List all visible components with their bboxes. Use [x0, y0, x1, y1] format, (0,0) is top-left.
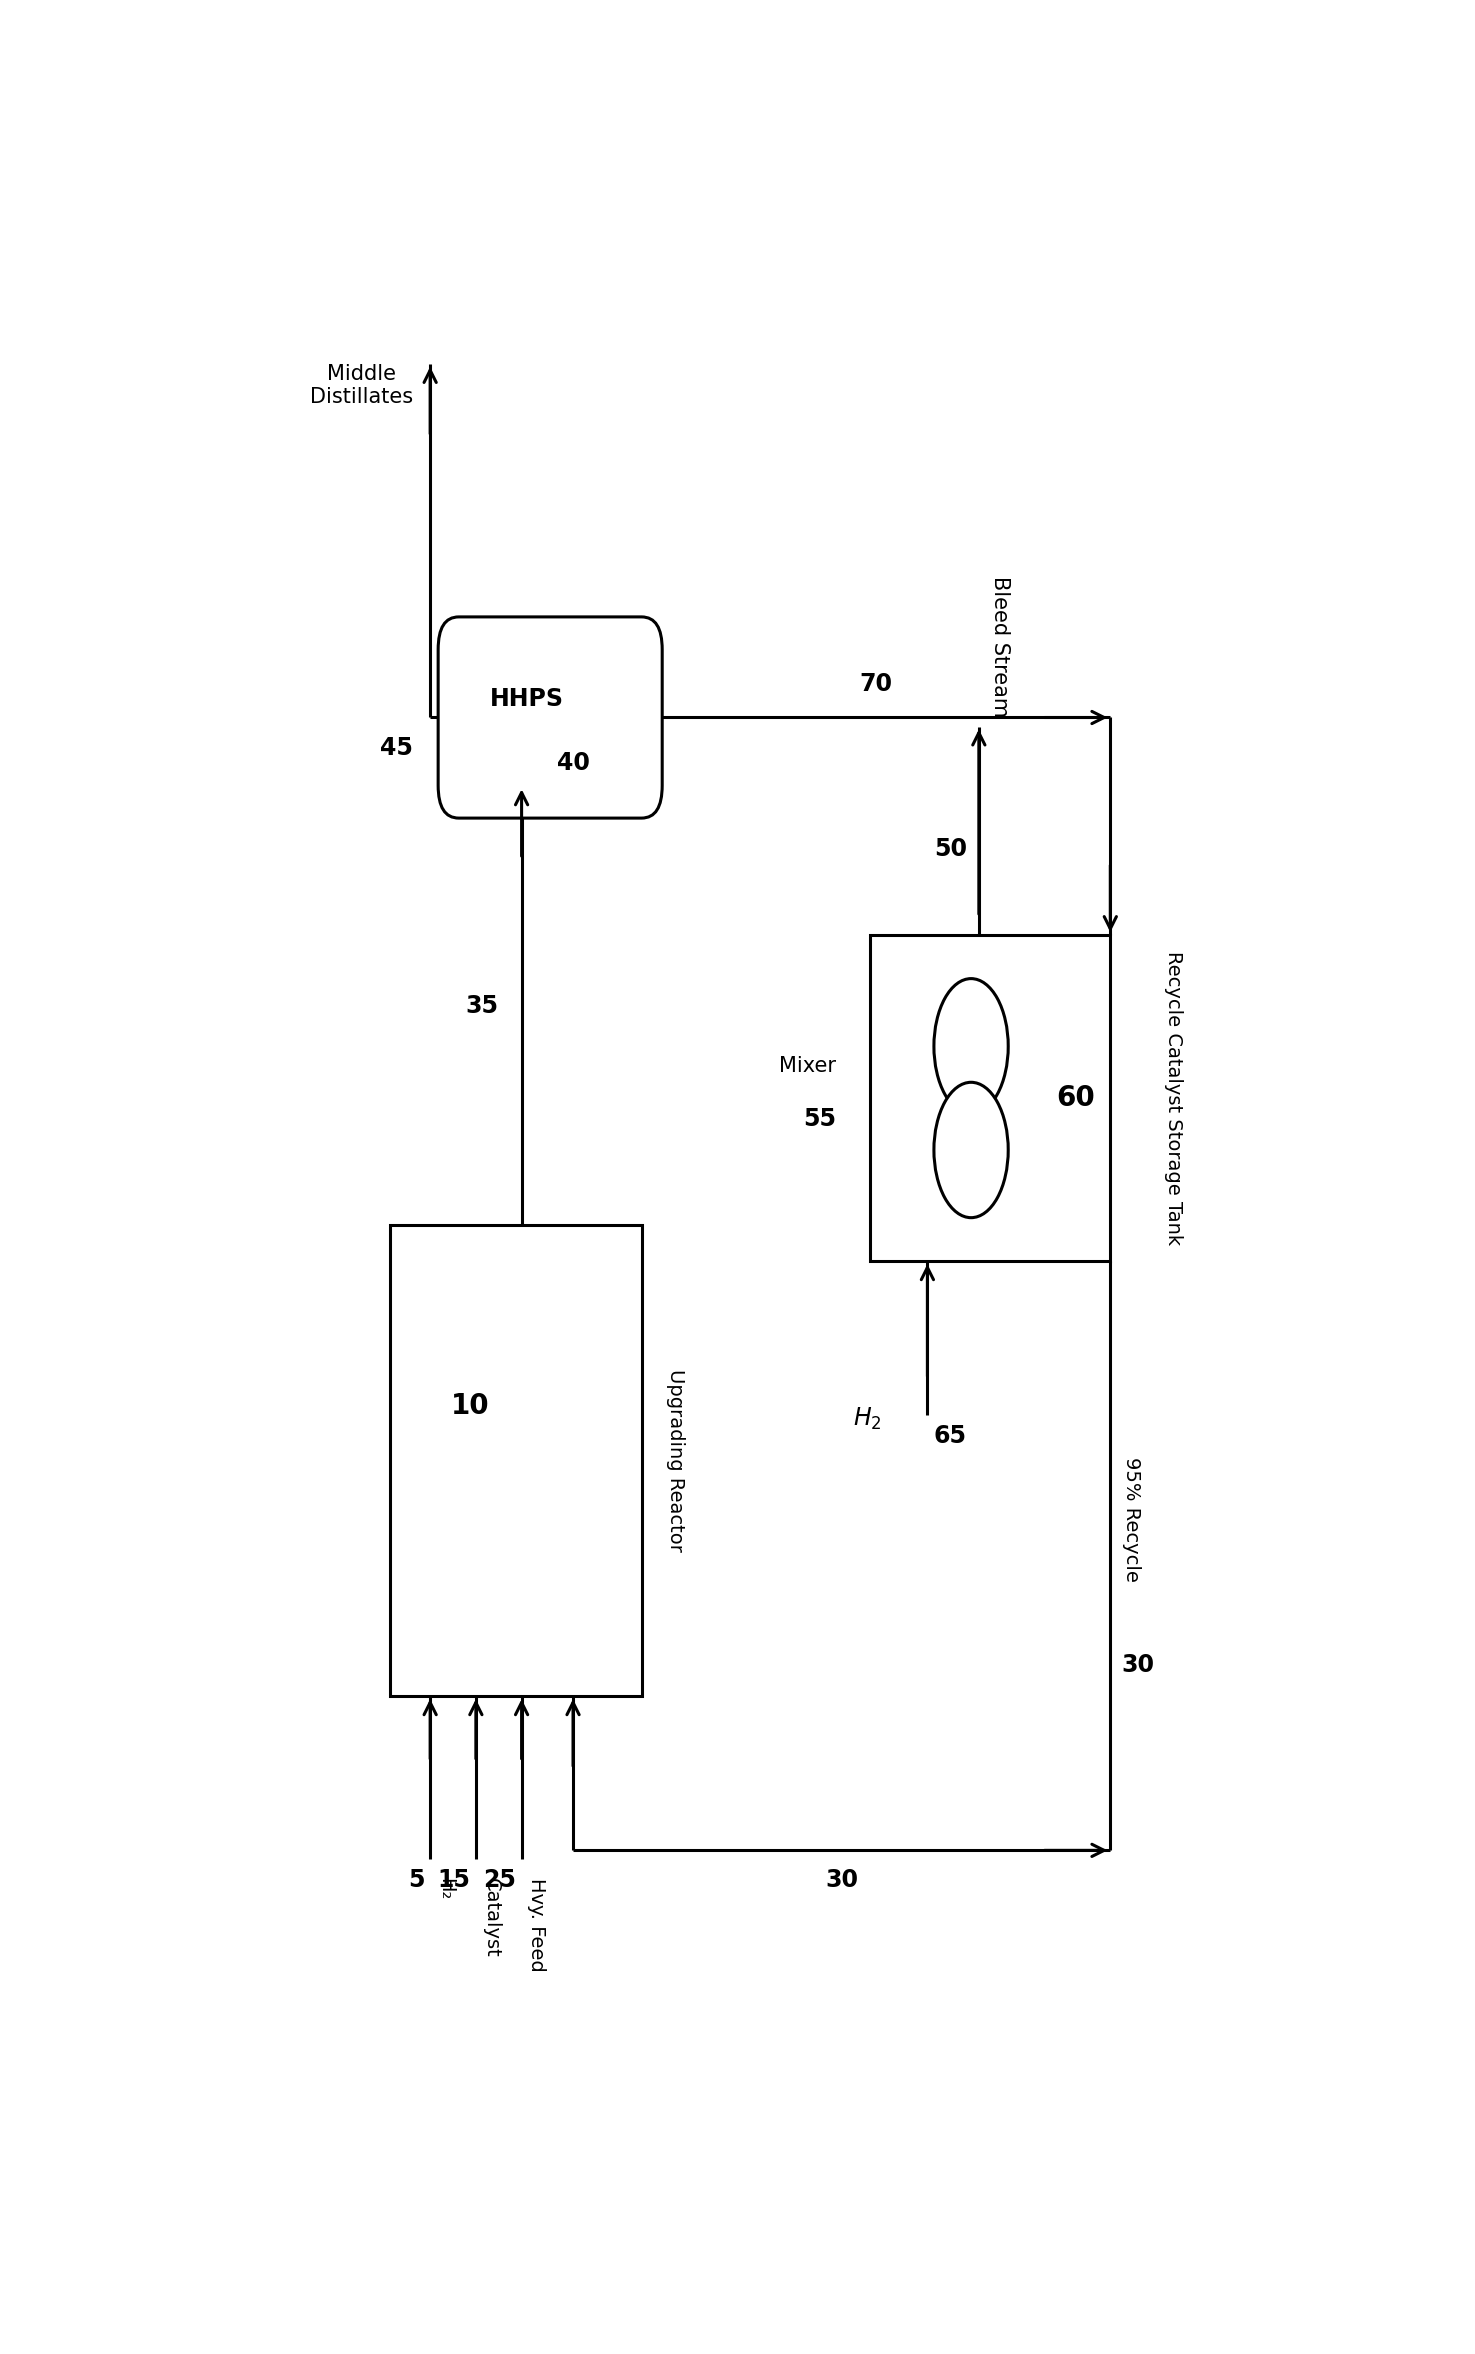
Text: Catalyst: Catalyst [482, 1878, 500, 1956]
Text: 60: 60 [1056, 1085, 1096, 1111]
Text: 30: 30 [825, 1869, 858, 1893]
Text: 40: 40 [556, 751, 590, 774]
Text: 95% Recycle: 95% Recycle [1122, 1457, 1140, 1582]
Text: 5: 5 [409, 1869, 425, 1893]
Text: 15: 15 [437, 1869, 471, 1893]
Text: 65: 65 [934, 1424, 966, 1448]
Text: 50: 50 [935, 838, 968, 862]
Text: Hvy. Feed: Hvy. Feed [528, 1878, 546, 1970]
Text: Middle
Distillates: Middle Distillates [310, 365, 413, 407]
Ellipse shape [934, 979, 1009, 1113]
Text: Recycle Catalyst Storage Tank: Recycle Catalyst Storage Tank [1164, 951, 1183, 1245]
Text: H₂: H₂ [437, 1878, 454, 1900]
Text: 70: 70 [860, 671, 892, 697]
Text: HHPS: HHPS [490, 687, 565, 711]
Text: Bleed Stream: Bleed Stream [990, 577, 1010, 718]
Text: 25: 25 [482, 1869, 516, 1893]
Text: $H_2$: $H_2$ [853, 1405, 882, 1434]
Text: Mixer: Mixer [779, 1057, 836, 1076]
Bar [389, 1224, 642, 1697]
Text: 55: 55 [802, 1106, 836, 1132]
Text: 35: 35 [466, 993, 499, 1017]
Text: 45: 45 [381, 734, 413, 760]
FancyBboxPatch shape [438, 617, 662, 819]
Bar [870, 935, 1111, 1262]
Text: Upgrading Reactor: Upgrading Reactor [667, 1370, 686, 1551]
Ellipse shape [934, 1083, 1009, 1217]
Text: 30: 30 [1122, 1653, 1155, 1676]
Text: 10: 10 [451, 1391, 490, 1419]
